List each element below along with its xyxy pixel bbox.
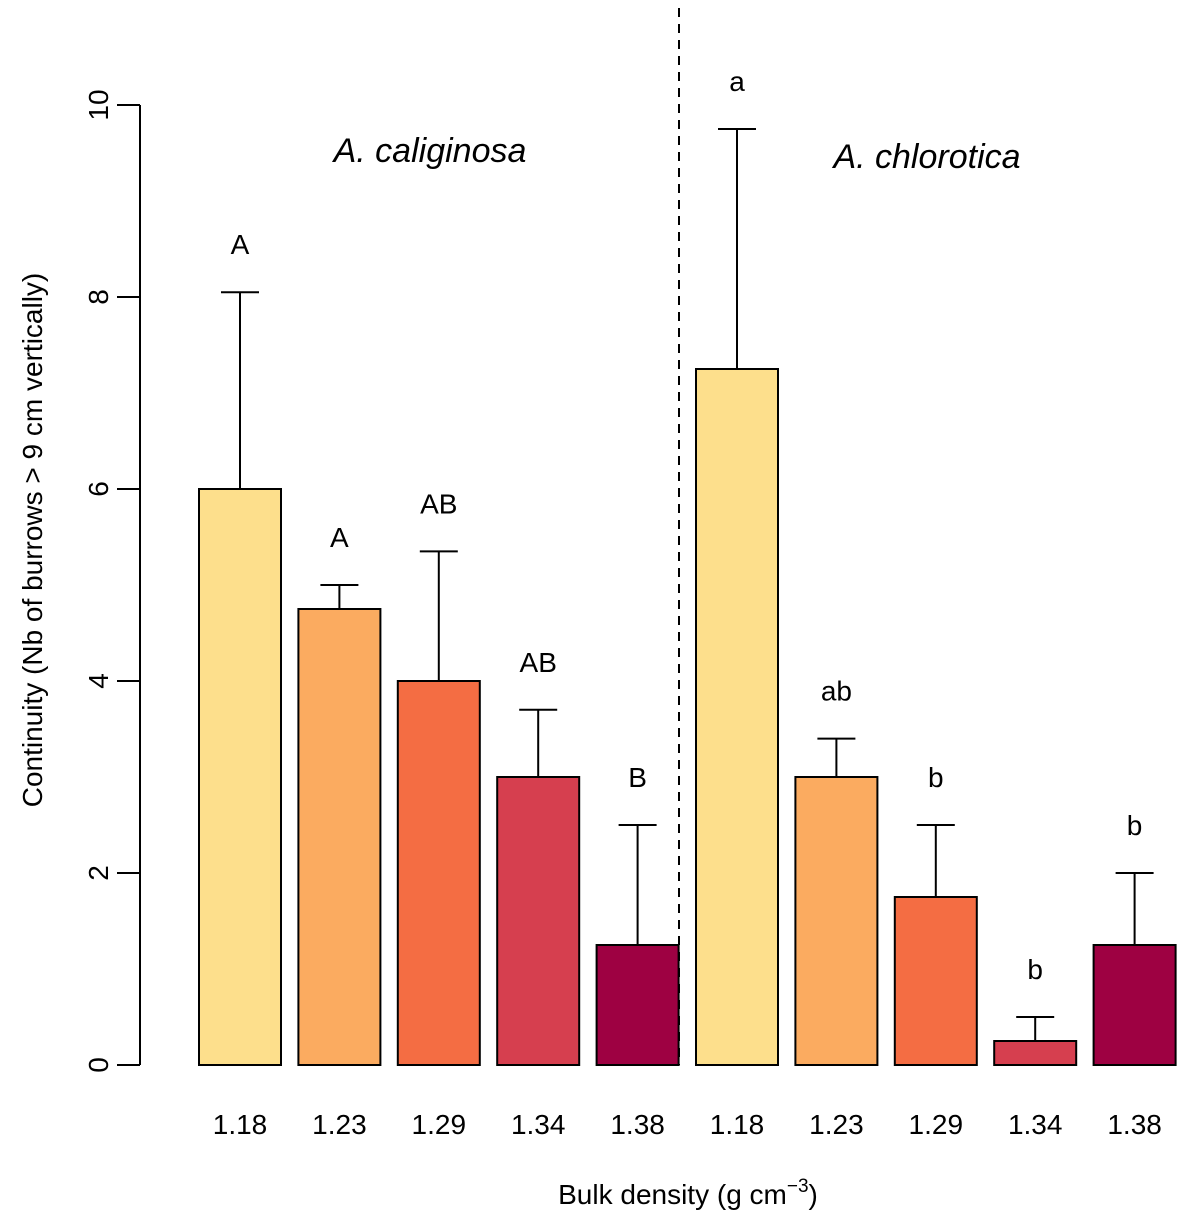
x-tick-label: 1.23 [312,1109,367,1140]
bar [595,944,680,1066]
x-tick-label: 1.23 [809,1109,864,1140]
y-tick-label: 4 [83,673,114,689]
x-tick-labels: 1.18 1.23 1.29 1.34 1.38 1.18 1.23 1.29 1.34 1.38 [213,1109,1162,1140]
bar [496,776,581,1066]
x-tick-label: 1.34 [1008,1109,1063,1140]
species-label-chlorotica: A. chlorotica [831,138,1020,176]
significance-label: A [231,229,250,260]
bar [893,896,978,1066]
y-axis: 0 2 4 6 8 10 [83,89,141,1073]
bars [198,368,1177,1066]
bar [1092,944,1177,1066]
y-tick-label: 0 [83,1057,114,1073]
x-axis-label-close: ) [809,1179,818,1210]
bar [297,608,382,1066]
x-axis-label: Bulk density (g cm−3) [558,1176,818,1210]
significance-label: B [628,762,647,793]
x-tick-label: 1.34 [511,1109,566,1140]
bar [794,776,879,1066]
significance-label: A [330,522,349,553]
significance-label: b [928,762,944,793]
error-bars [221,128,1154,1041]
significance-label: AB [420,488,457,519]
x-tick-label: 1.29 [909,1109,964,1140]
bar [396,680,481,1066]
bar [993,1040,1078,1066]
y-tick-label: 10 [83,89,114,120]
significance-label: AB [520,647,557,678]
y-axis-label: Continuity (Nb of burrows > 9 cm vertica… [17,273,48,808]
x-tick-label: 1.18 [213,1109,268,1140]
significance-label: b [1127,810,1143,841]
x-tick-label: 1.29 [412,1109,467,1140]
bar [198,488,282,1066]
significance-label: b [1027,954,1043,985]
x-tick-label: 1.38 [1107,1109,1162,1140]
y-tick-label: 2 [83,865,114,881]
x-axis-label-superscript: −3 [787,1176,809,1197]
significance-label: a [729,66,745,97]
significance-labels: A A AB AB Ba ab b b b [231,66,1143,985]
species-label-caliginosa: A. caliginosa [332,132,527,170]
significance-label: ab [821,676,852,707]
y-tick-label: 8 [83,289,114,305]
bar [695,368,779,1066]
x-tick-label: 1.38 [610,1109,665,1140]
y-tick-label: 6 [83,481,114,497]
x-tick-label: 1.18 [710,1109,765,1140]
x-axis-label-main: Bulk density (g cm [558,1179,787,1210]
